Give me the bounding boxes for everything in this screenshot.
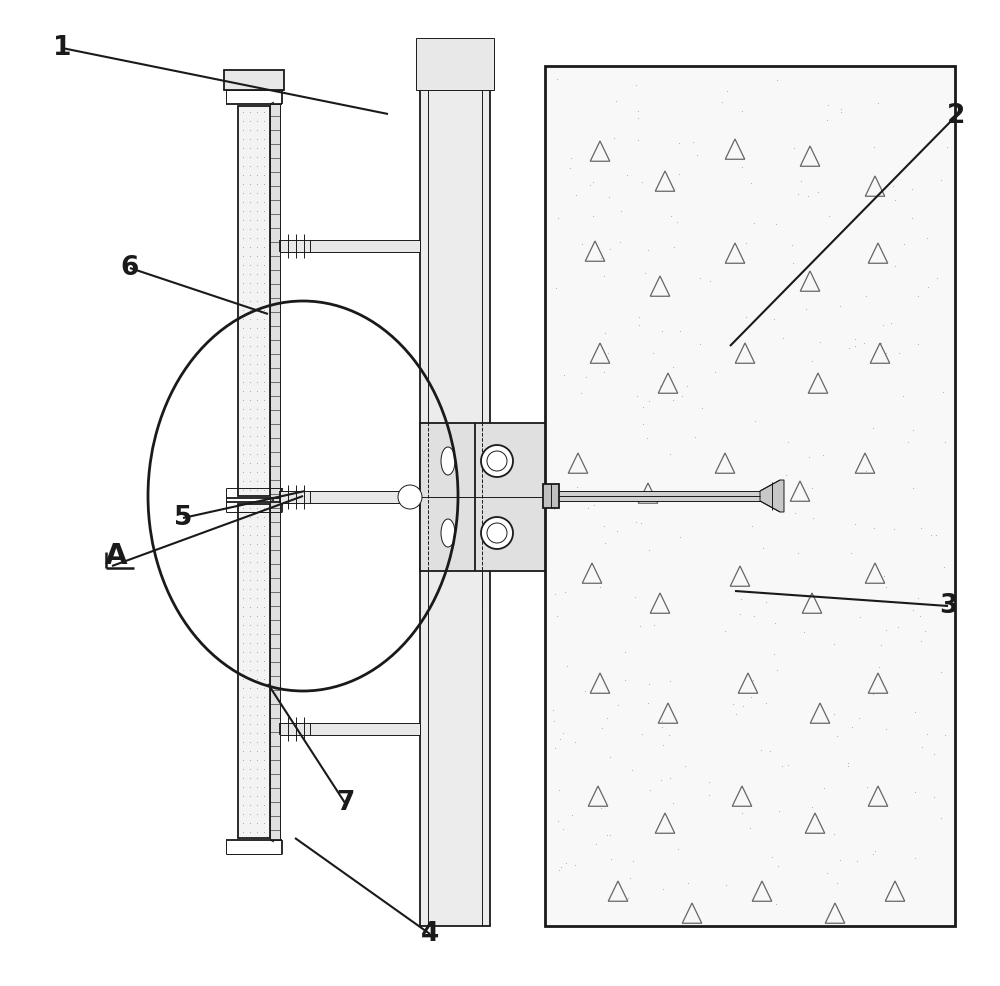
Polygon shape — [760, 480, 784, 512]
Bar — [543, 484, 559, 508]
Bar — [280, 723, 420, 735]
Bar — [270, 104, 280, 840]
Bar — [238, 106, 270, 496]
Ellipse shape — [441, 519, 455, 547]
Circle shape — [487, 523, 507, 543]
Bar — [545, 491, 760, 501]
Bar — [238, 504, 270, 838]
Text: 3: 3 — [939, 593, 957, 619]
Bar — [420, 66, 490, 926]
Bar — [280, 491, 420, 503]
Ellipse shape — [441, 447, 455, 475]
Bar — [280, 240, 420, 252]
Text: 2: 2 — [947, 103, 965, 129]
Bar — [420, 423, 545, 571]
Text: A: A — [105, 542, 127, 570]
Text: 4: 4 — [421, 921, 439, 947]
Circle shape — [487, 451, 507, 471]
Text: 6: 6 — [121, 255, 139, 281]
Bar — [416, 38, 494, 90]
Circle shape — [481, 445, 513, 477]
Text: 7: 7 — [336, 790, 354, 816]
Circle shape — [481, 517, 513, 549]
Bar — [545, 66, 955, 926]
Text: 1: 1 — [53, 35, 71, 61]
Bar — [224, 70, 284, 90]
Text: 5: 5 — [174, 505, 192, 531]
Circle shape — [398, 485, 422, 509]
